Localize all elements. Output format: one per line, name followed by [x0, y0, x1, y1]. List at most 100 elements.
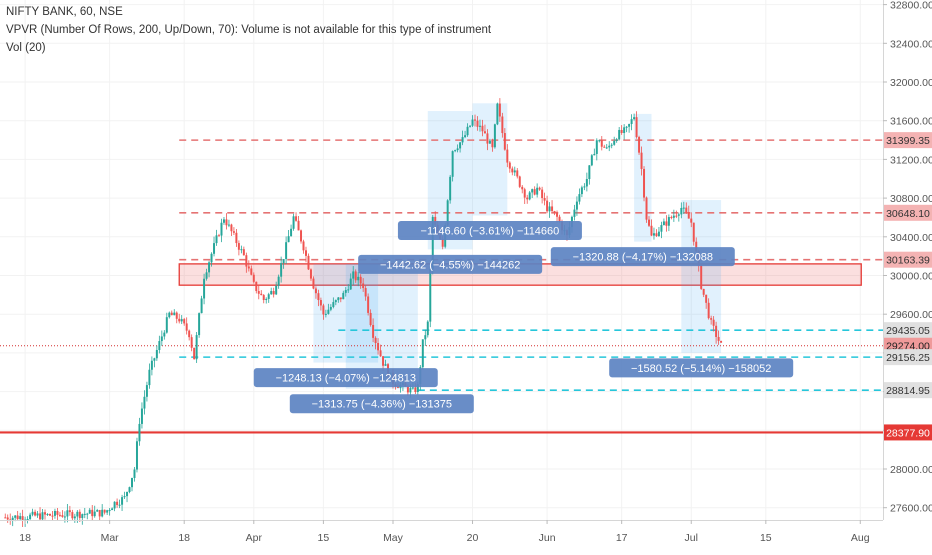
candle-body	[474, 119, 477, 121]
candle-body	[575, 201, 578, 210]
candle-body	[558, 216, 561, 222]
candle-body	[702, 288, 705, 295]
candle-body	[118, 504, 121, 506]
candle-body	[469, 125, 472, 127]
x-tick-label: 18	[178, 532, 190, 544]
candle-body	[14, 515, 17, 518]
price-label-box	[884, 349, 932, 366]
candle-body	[91, 509, 94, 517]
candle-body	[183, 319, 186, 324]
candle-body	[685, 207, 688, 213]
candle-body	[327, 309, 330, 314]
candle-body	[6, 517, 9, 520]
candle-body	[367, 296, 370, 313]
candle-body	[275, 285, 278, 295]
y-tick-label: 30000.00	[890, 271, 932, 283]
candle-body	[429, 268, 432, 322]
x-tick-label: Apr	[246, 532, 263, 544]
candle-body	[282, 259, 285, 264]
candle-body	[655, 233, 658, 237]
candle-body	[237, 243, 240, 250]
price-label-box	[884, 424, 932, 441]
candle-body	[208, 262, 211, 273]
candle-body	[297, 220, 300, 231]
candle-body	[290, 228, 293, 237]
candle-body	[11, 517, 14, 521]
candle-body	[300, 230, 303, 242]
candle-body	[680, 207, 683, 215]
candle-body	[332, 302, 335, 307]
candle-body	[81, 514, 84, 519]
candle-body	[585, 179, 588, 187]
candle-body	[640, 152, 643, 169]
vpvr-indicator-label[interactable]: VPVR (Number Of Rows, 200, Up/Down, 70):…	[6, 24, 492, 36]
candle-body	[210, 253, 213, 263]
candle-body	[317, 293, 320, 301]
candle-body	[53, 510, 56, 516]
candle-body	[242, 249, 245, 256]
candle-body	[590, 155, 593, 166]
candle-body	[322, 305, 325, 315]
candle-body	[662, 221, 665, 226]
candle-body	[486, 133, 489, 144]
candle-body	[613, 140, 616, 145]
y-tick-label: 30400.00	[890, 232, 932, 244]
candle-body	[116, 501, 119, 506]
price-label: 28814.95	[886, 385, 930, 397]
volume-indicator-label[interactable]: Vol (20)	[6, 42, 46, 54]
candle-body	[215, 235, 218, 244]
measure-label-box	[358, 254, 543, 274]
candle-body	[556, 212, 559, 217]
y-tick-label: 28000.00	[890, 464, 932, 476]
candle-body	[372, 325, 375, 338]
candle-body	[593, 153, 596, 156]
candle-body	[337, 297, 340, 301]
candle-body	[295, 216, 298, 221]
candle-body	[193, 347, 196, 360]
candle-body	[605, 147, 608, 149]
candle-body	[359, 276, 362, 284]
candle-body	[717, 336, 720, 341]
candle-body	[190, 337, 193, 348]
candle-body	[319, 300, 322, 306]
candle-body	[126, 491, 129, 497]
candle-body	[660, 225, 663, 232]
price-label: 28377.90	[886, 427, 930, 439]
measure-label-box	[397, 221, 582, 241]
candle-body	[471, 119, 474, 126]
candle-body	[163, 332, 166, 337]
measure-label: −1442.62 (−4.55%) −144262	[380, 259, 520, 271]
candle-body	[83, 513, 86, 515]
candle-body	[638, 137, 641, 153]
candle-body	[461, 137, 464, 143]
candle-body	[88, 509, 91, 514]
candle-body	[16, 515, 19, 520]
candle-body	[140, 408, 143, 424]
candle-body	[610, 144, 613, 146]
candle-body	[396, 386, 399, 388]
candle-body	[513, 170, 516, 173]
price-label: 29435.05	[886, 325, 930, 337]
candle-body	[583, 186, 586, 188]
symbol-title[interactable]: NIFTY BANK, 60, NSE	[6, 6, 123, 18]
candle-body	[526, 197, 529, 200]
candle-body	[188, 330, 191, 338]
y-tick-label: 32400.00	[890, 38, 932, 50]
candle-body	[384, 364, 387, 366]
candle-body	[173, 312, 176, 316]
candle-body	[720, 340, 723, 343]
candle-body	[252, 274, 255, 282]
candle-body	[406, 386, 409, 393]
candle-body	[543, 198, 546, 201]
candle-body	[41, 512, 44, 520]
candle-body	[220, 222, 223, 236]
y-tick-label: 29600.00	[890, 309, 932, 321]
candle-body	[227, 224, 230, 226]
candle-body	[598, 140, 601, 142]
candle-body	[250, 268, 253, 275]
candle-body	[334, 300, 337, 303]
candle-body	[548, 206, 551, 212]
candle-body	[352, 271, 355, 279]
candle-body	[692, 222, 695, 242]
